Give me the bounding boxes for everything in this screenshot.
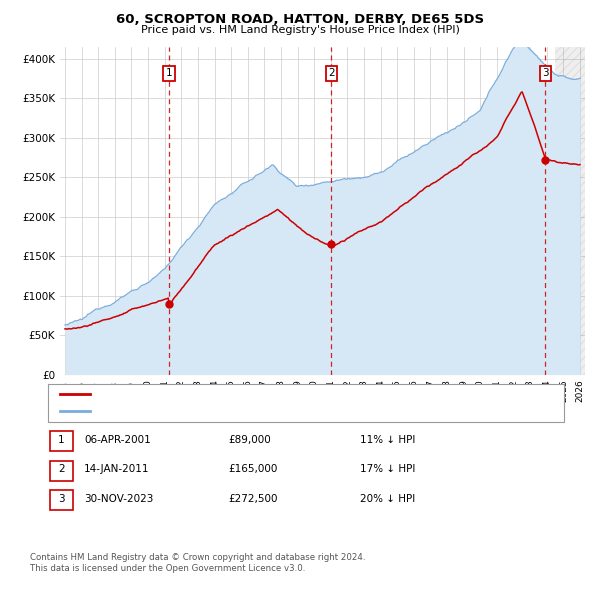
Text: £89,000: £89,000: [228, 435, 271, 444]
Text: £272,500: £272,500: [228, 494, 277, 503]
Text: 14-JAN-2011: 14-JAN-2011: [84, 464, 149, 474]
Text: Price paid vs. HM Land Registry's House Price Index (HPI): Price paid vs. HM Land Registry's House …: [140, 25, 460, 35]
Bar: [555, 47, 600, 375]
Text: 2: 2: [58, 464, 65, 474]
Text: 1: 1: [58, 435, 65, 444]
Text: 1: 1: [166, 68, 172, 78]
Text: 17% ↓ HPI: 17% ↓ HPI: [360, 464, 415, 474]
Text: This data is licensed under the Open Government Licence v3.0.: This data is licensed under the Open Gov…: [30, 565, 305, 573]
Text: 60, SCROPTON ROAD, HATTON, DERBY, DE65 5DS (detached house): 60, SCROPTON ROAD, HATTON, DERBY, DE65 5…: [97, 390, 421, 399]
Text: 2: 2: [328, 68, 335, 78]
Text: 30-NOV-2023: 30-NOV-2023: [84, 494, 154, 503]
Text: 06-APR-2001: 06-APR-2001: [84, 435, 151, 444]
Text: 60, SCROPTON ROAD, HATTON, DERBY, DE65 5DS: 60, SCROPTON ROAD, HATTON, DERBY, DE65 5…: [116, 13, 484, 26]
Text: HPI: Average price, detached house, South Derbyshire: HPI: Average price, detached house, Sout…: [97, 407, 356, 415]
Text: 11% ↓ HPI: 11% ↓ HPI: [360, 435, 415, 444]
Text: 3: 3: [58, 494, 65, 503]
Text: Contains HM Land Registry data © Crown copyright and database right 2024.: Contains HM Land Registry data © Crown c…: [30, 553, 365, 562]
Text: 20% ↓ HPI: 20% ↓ HPI: [360, 494, 415, 503]
Text: £165,000: £165,000: [228, 464, 277, 474]
Text: 3: 3: [542, 68, 549, 78]
